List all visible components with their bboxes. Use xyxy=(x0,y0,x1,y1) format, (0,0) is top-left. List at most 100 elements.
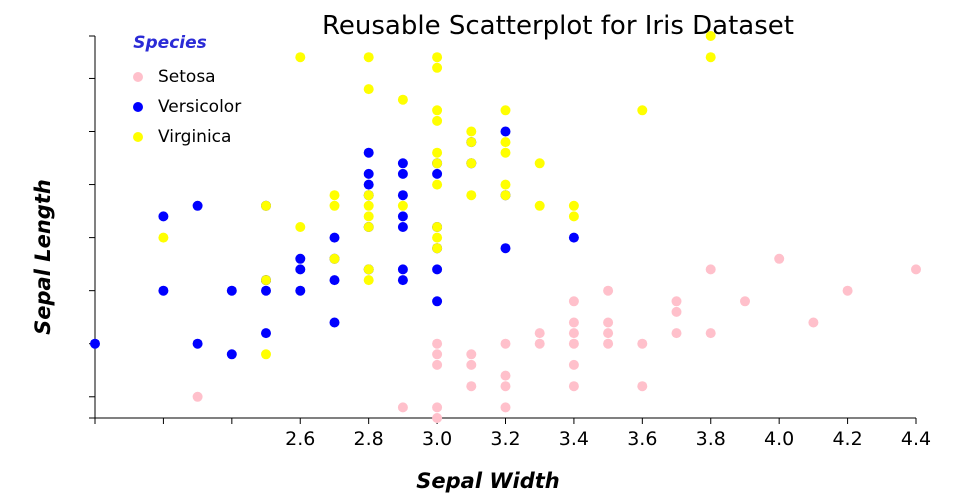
point-versicolor[interactable] xyxy=(261,285,271,296)
point-versicolor[interactable] xyxy=(397,275,408,286)
point-versicolor[interactable] xyxy=(397,158,408,169)
point-setosa[interactable] xyxy=(671,296,682,307)
point-versicolor[interactable] xyxy=(261,328,271,339)
point-virginica[interactable] xyxy=(432,222,443,232)
point-versicolor[interactable] xyxy=(397,264,408,275)
point-virginica[interactable] xyxy=(500,137,511,148)
point-setosa[interactable] xyxy=(842,285,853,296)
point-virginica[interactable] xyxy=(363,275,374,286)
point-virginica[interactable] xyxy=(158,232,169,243)
point-versicolor[interactable] xyxy=(329,317,340,328)
point-versicolor[interactable] xyxy=(295,264,306,275)
point-setosa[interactable] xyxy=(705,328,716,339)
point-versicolor[interactable] xyxy=(432,168,443,179)
point-setosa[interactable] xyxy=(466,381,477,392)
point-setosa[interactable] xyxy=(192,391,203,402)
point-setosa[interactable] xyxy=(637,381,648,392)
point-versicolor[interactable] xyxy=(500,126,511,137)
point-versicolor[interactable] xyxy=(432,296,443,307)
point-versicolor[interactable] xyxy=(363,168,374,179)
point-virginica[interactable] xyxy=(261,200,271,211)
point-setosa[interactable] xyxy=(500,338,511,349)
point-setosa[interactable] xyxy=(500,370,511,381)
point-setosa[interactable] xyxy=(432,338,443,349)
point-setosa[interactable] xyxy=(432,402,443,413)
point-setosa[interactable] xyxy=(671,328,682,339)
point-setosa[interactable] xyxy=(911,264,921,275)
point-versicolor[interactable] xyxy=(500,243,511,254)
point-virginica[interactable] xyxy=(261,275,271,286)
point-virginica[interactable] xyxy=(432,62,443,73)
point-virginica[interactable] xyxy=(568,211,579,222)
point-setosa[interactable] xyxy=(534,338,545,349)
point-versicolor[interactable] xyxy=(226,285,237,296)
point-versicolor[interactable] xyxy=(397,222,408,232)
point-versicolor[interactable] xyxy=(329,275,340,286)
point-versicolor[interactable] xyxy=(192,200,203,211)
point-virginica[interactable] xyxy=(466,137,477,148)
point-virginica[interactable] xyxy=(261,349,271,360)
point-setosa[interactable] xyxy=(397,402,408,413)
point-setosa[interactable] xyxy=(637,338,648,349)
point-versicolor[interactable] xyxy=(363,147,374,158)
point-virginica[interactable] xyxy=(432,179,443,190)
legend-item-setosa[interactable]: Setosa xyxy=(133,67,216,87)
point-virginica[interactable] xyxy=(397,94,408,105)
point-virginica[interactable] xyxy=(705,31,716,41)
point-virginica[interactable] xyxy=(500,179,511,190)
point-versicolor[interactable] xyxy=(397,211,408,222)
point-setosa[interactable] xyxy=(740,296,750,307)
point-virginica[interactable] xyxy=(363,84,374,95)
point-virginica[interactable] xyxy=(466,190,477,201)
point-virginica[interactable] xyxy=(637,105,648,116)
point-virginica[interactable] xyxy=(295,222,306,232)
point-setosa[interactable] xyxy=(432,349,443,360)
point-versicolor[interactable] xyxy=(363,179,374,190)
point-setosa[interactable] xyxy=(568,359,579,370)
point-setosa[interactable] xyxy=(603,317,614,328)
legend-item-versicolor[interactable]: Versicolor xyxy=(133,97,241,117)
point-virginica[interactable] xyxy=(432,52,443,63)
point-virginica[interactable] xyxy=(500,190,511,201)
point-virginica[interactable] xyxy=(432,147,443,158)
point-virginica[interactable] xyxy=(363,190,374,201)
point-versicolor[interactable] xyxy=(158,285,169,296)
point-virginica[interactable] xyxy=(397,200,408,211)
legend-item-virginica[interactable]: Virginica xyxy=(133,127,231,147)
point-setosa[interactable] xyxy=(705,264,716,275)
point-setosa[interactable] xyxy=(603,338,614,349)
point-setosa[interactable] xyxy=(774,253,785,264)
point-virginica[interactable] xyxy=(432,115,443,126)
point-virginica[interactable] xyxy=(363,211,374,222)
point-versicolor[interactable] xyxy=(432,264,443,275)
point-virginica[interactable] xyxy=(363,200,374,211)
point-virginica[interactable] xyxy=(432,243,443,254)
point-setosa[interactable] xyxy=(432,413,443,423)
point-versicolor[interactable] xyxy=(192,338,203,349)
point-virginica[interactable] xyxy=(363,222,374,232)
point-setosa[interactable] xyxy=(568,381,579,392)
point-setosa[interactable] xyxy=(568,328,579,339)
point-versicolor[interactable] xyxy=(397,168,408,179)
point-virginica[interactable] xyxy=(432,158,443,169)
point-setosa[interactable] xyxy=(432,359,443,370)
point-setosa[interactable] xyxy=(808,317,819,328)
point-virginica[interactable] xyxy=(568,200,579,211)
point-virginica[interactable] xyxy=(500,147,511,158)
point-versicolor[interactable] xyxy=(329,232,340,243)
point-setosa[interactable] xyxy=(466,349,477,360)
point-setosa[interactable] xyxy=(603,285,614,296)
point-virginica[interactable] xyxy=(329,200,340,211)
point-versicolor[interactable] xyxy=(295,253,306,264)
point-versicolor[interactable] xyxy=(226,349,237,360)
point-virginica[interactable] xyxy=(329,253,340,264)
point-setosa[interactable] xyxy=(603,328,614,339)
point-virginica[interactable] xyxy=(432,232,443,243)
point-setosa[interactable] xyxy=(568,338,579,349)
point-virginica[interactable] xyxy=(329,190,340,201)
point-setosa[interactable] xyxy=(500,381,511,392)
point-setosa[interactable] xyxy=(534,328,545,339)
point-setosa[interactable] xyxy=(568,317,579,328)
point-setosa[interactable] xyxy=(671,306,682,317)
point-virginica[interactable] xyxy=(466,158,477,169)
